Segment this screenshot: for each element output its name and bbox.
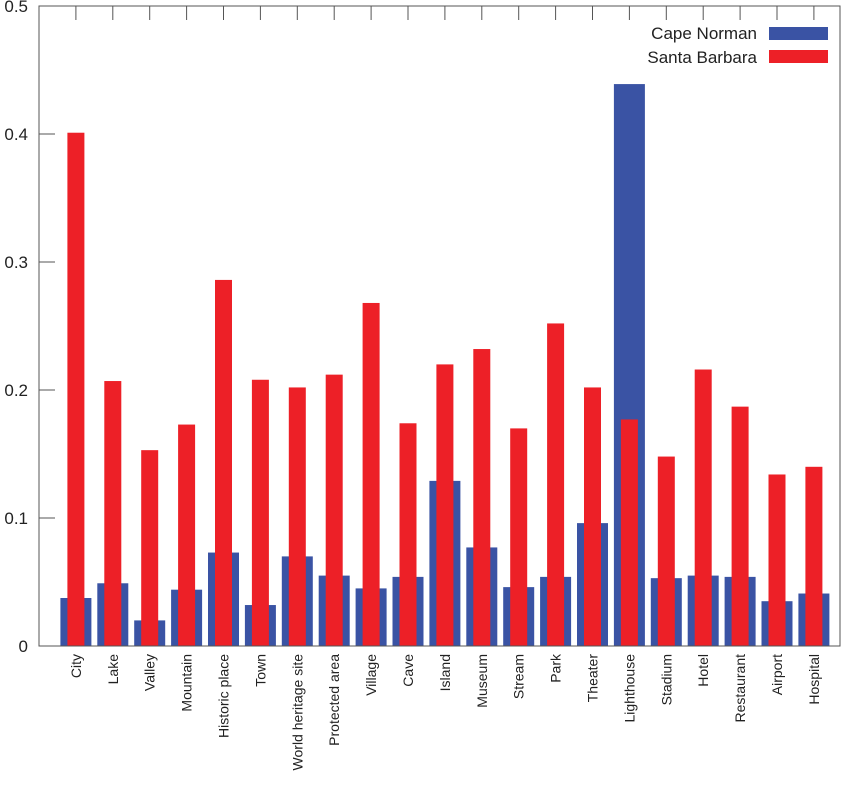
bar-santa-barbara-world-heritage-site xyxy=(288,387,306,646)
x-tick-label: City xyxy=(68,654,84,678)
legend-swatch-santa-barbara xyxy=(769,50,828,63)
bar-santa-barbara-stream xyxy=(510,428,528,646)
x-tick-label: Park xyxy=(548,653,564,683)
x-tick-label: Airport xyxy=(769,654,785,695)
bar-santa-barbara-town xyxy=(251,379,269,646)
bar-santa-barbara-museum xyxy=(473,349,491,646)
x-tick-label: Lake xyxy=(105,654,121,685)
y-tick-label: 0.1 xyxy=(4,509,28,528)
x-tick-label: Stadium xyxy=(658,654,674,705)
bar-santa-barbara-park xyxy=(547,323,565,646)
bar-santa-barbara-historic-place xyxy=(215,279,232,646)
x-tick-label: Lighthouse xyxy=(621,654,637,723)
bar-santa-barbara-stadium xyxy=(657,456,675,646)
bar-santa-barbara-hotel xyxy=(694,369,712,646)
bar-santa-barbara-lake xyxy=(104,381,122,646)
x-tick-label: Stream xyxy=(511,654,527,699)
x-tick-label: Museum xyxy=(474,654,490,708)
x-tick-label: Protected area xyxy=(326,654,342,746)
y-tick-label: 0.3 xyxy=(4,253,28,272)
bar-santa-barbara-airport xyxy=(768,474,786,646)
x-tick-label: Cave xyxy=(400,654,416,687)
bar-santa-barbara-village xyxy=(362,302,380,646)
bar-santa-barbara-protected-area xyxy=(325,374,343,646)
x-tick-label: Valley xyxy=(142,654,158,691)
bar-santa-barbara-mountain xyxy=(178,424,196,646)
bar-santa-barbara-theater xyxy=(584,387,601,646)
legend-label-cape-norman: Cape Norman xyxy=(651,24,757,43)
legend-swatch-cape-norman xyxy=(769,27,828,40)
bar-santa-barbara-hospital xyxy=(805,466,823,646)
bar-santa-barbara-restaurant xyxy=(731,406,749,646)
x-tick-label: World heritage site xyxy=(289,654,305,771)
y-tick-label: 0.4 xyxy=(4,125,28,144)
x-tick-label: Restaurant xyxy=(732,654,748,723)
x-tick-label: Hotel xyxy=(695,654,711,687)
x-tick-label: Mountain xyxy=(179,654,195,712)
y-tick-label: 0 xyxy=(19,637,28,656)
bar-santa-barbara-cave xyxy=(399,423,417,646)
y-tick-label: 0.2 xyxy=(4,381,28,400)
x-tick-label: Village xyxy=(363,654,379,696)
y-tick-label: 0.5 xyxy=(4,0,28,16)
plot-frame xyxy=(38,5,841,647)
legend-label-santa-barbara: Santa Barbara xyxy=(647,48,757,67)
legend: Cape Norman Santa Barbara xyxy=(647,24,828,67)
x-tick-label: Hospital xyxy=(806,654,822,705)
bar-santa-barbara-valley xyxy=(141,450,159,646)
bar-santa-barbara-city xyxy=(67,132,85,647)
x-tick-label: Island xyxy=(437,654,453,691)
bar-santa-barbara-lighthouse xyxy=(620,419,638,646)
bar-santa-barbara-island xyxy=(436,364,454,646)
x-tick-label: Historic place xyxy=(216,654,232,738)
x-tick-label: Theater xyxy=(585,654,601,703)
x-tick-label: Town xyxy=(252,654,268,687)
